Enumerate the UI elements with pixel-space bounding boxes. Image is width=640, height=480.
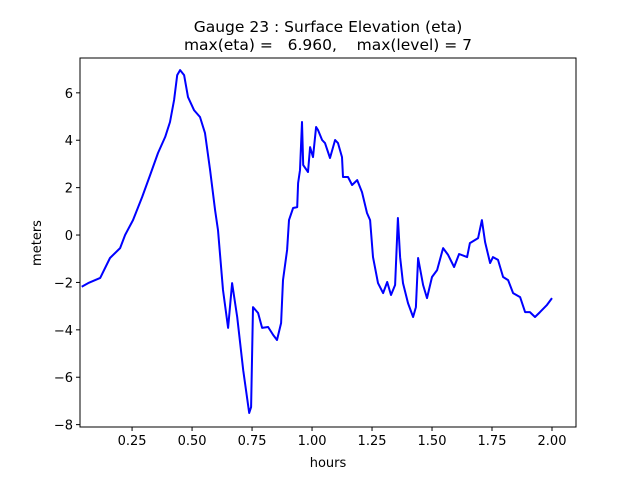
chart-subtitle: max(eta) = 6.960, max(level) = 7 xyxy=(184,36,472,54)
axes-frame xyxy=(79,57,577,428)
x-tick-label: 1.25 xyxy=(358,434,387,449)
x-tick-label: 0.50 xyxy=(178,434,207,449)
x-tick-label: 0.75 xyxy=(238,434,267,449)
y-tick-label: −2 xyxy=(54,276,73,291)
y-tick-label: −6 xyxy=(54,371,73,386)
x-tick-label: 1.00 xyxy=(298,434,327,449)
y-tick-label: −8 xyxy=(54,419,73,434)
y-tick-label: 2 xyxy=(65,182,73,197)
y-tick-label: 6 xyxy=(65,87,73,102)
x-axis-label: hours xyxy=(310,456,347,471)
x-tick-label: 0.25 xyxy=(118,434,147,449)
y-tick-label: −4 xyxy=(54,324,73,339)
y-axis-label: meters xyxy=(30,220,45,266)
series-line-eta xyxy=(81,69,553,414)
x-tick-label: 1.75 xyxy=(478,434,507,449)
y-tick-label: 4 xyxy=(65,134,73,149)
chart-title: Gauge 23 : Surface Elevation (eta) xyxy=(194,18,463,36)
x-tick-label: 2.00 xyxy=(538,434,567,449)
y-tick-label: 0 xyxy=(65,229,73,244)
x-tick-label: 1.50 xyxy=(418,434,447,449)
